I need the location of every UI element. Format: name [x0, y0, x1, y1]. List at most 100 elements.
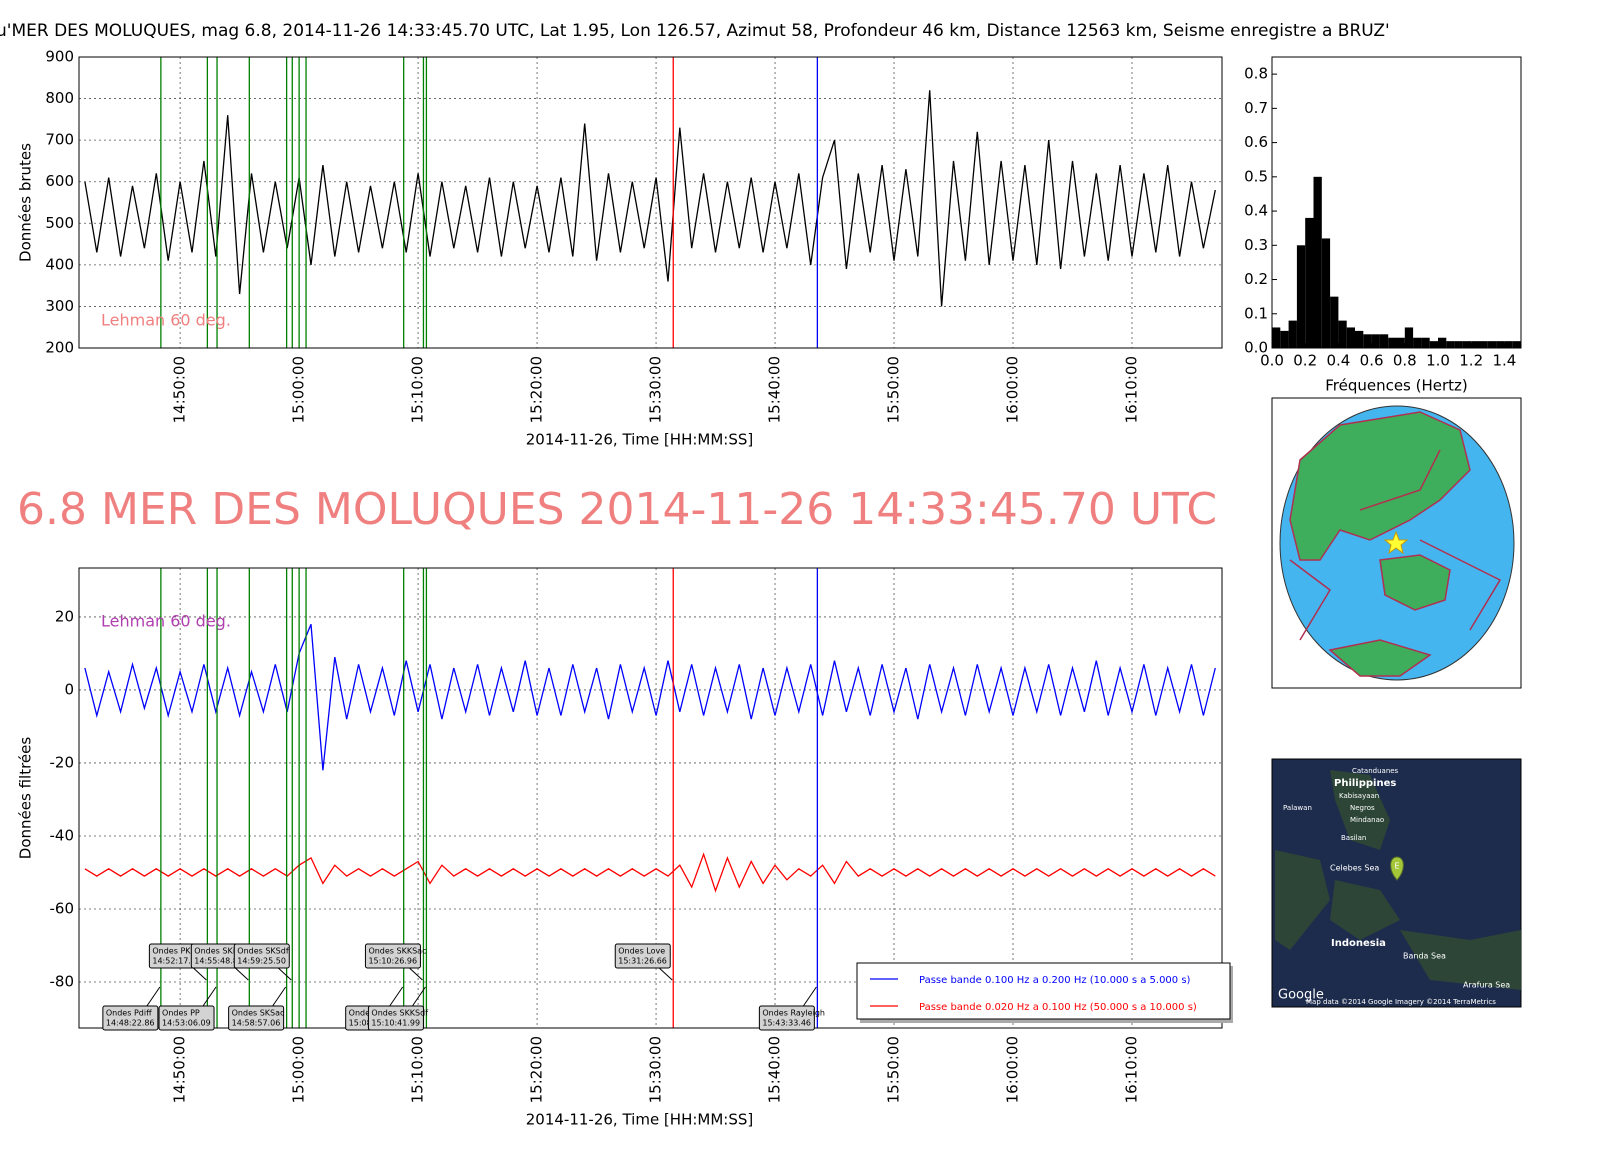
x-tick-label: 14:50:00 [171, 356, 189, 423]
map-marker-label: E [1394, 862, 1399, 871]
hist-bar [1429, 341, 1438, 348]
hist-bar [1379, 334, 1389, 348]
annotation: Lehman 60 deg. [101, 311, 231, 330]
y-tick-label: -60 [50, 899, 75, 917]
figure-title: u'MER DES MOLUQUES, mag 6.8, 2014-11-26 … [0, 21, 1390, 41]
hist-bar [1471, 341, 1480, 348]
label-box [367, 1005, 424, 1031]
arrow [277, 967, 292, 981]
hist-bar [1421, 337, 1430, 348]
x-tick-label: 16:10:00 [1122, 1036, 1140, 1103]
hist-bar [1330, 296, 1339, 348]
x-axis-label: 2014-11-26, Time [HH:MM:SS] [526, 431, 753, 449]
x-tick-label: 15:50:00 [885, 356, 903, 423]
phase-time: 15:10:26.96 [368, 957, 417, 966]
y-tick-label: 700 [45, 131, 74, 149]
plot-frame [78, 567, 1223, 1029]
x-tick-label: 15:10:00 [409, 356, 427, 423]
hist-bar [1371, 334, 1380, 348]
phase-time: 14:53:06.09 [162, 1019, 211, 1028]
y-tick-label: 0 [64, 680, 74, 698]
y-tick-label: 0.1 [1244, 304, 1268, 322]
hist-bar [1504, 341, 1513, 348]
y-tick-label: -80 [50, 973, 75, 991]
y-axis-label: Données filtrées [17, 737, 35, 860]
phase-time: 15:10:41.99 [371, 1019, 420, 1028]
y-tick-label: 0.4 [1244, 202, 1268, 220]
hist-bar [1396, 337, 1405, 348]
hist-bar [1363, 334, 1372, 348]
hist-bar [1305, 217, 1314, 348]
hist-bar [1438, 337, 1447, 348]
x-tick-label: 15:30:00 [647, 356, 665, 423]
legend-label: Passe bande 0.020 Hz a 0.100 Hz (50.000 … [919, 1002, 1197, 1013]
legend-label: Passe bande 0.100 Hz a 0.200 Hz (10.000 … [919, 975, 1191, 986]
y-tick-label: 0.8 [1244, 65, 1268, 83]
y-tick-label: 800 [45, 89, 74, 107]
map-label: Celebes Sea [1330, 864, 1379, 873]
x-tick-label: 16:10:00 [1122, 356, 1140, 423]
hist-bar [1272, 327, 1281, 348]
hist-bar [1413, 337, 1422, 348]
hist-bar [1404, 327, 1414, 348]
phase-time: 15:31:26.66 [618, 957, 667, 966]
arrow [658, 967, 673, 981]
x-tick-label: 15:40:00 [766, 356, 784, 423]
trace [84, 90, 1216, 307]
map-label: Arafura Sea [1463, 981, 1510, 990]
annotation: Lehman 60 deg. [101, 612, 231, 631]
map-label: Mindanao [1350, 816, 1384, 824]
phase-time: 14:55:48.86 [194, 957, 243, 966]
y-tick-label: 0.7 [1244, 99, 1268, 117]
x-tick-label: 16:00:00 [1003, 356, 1021, 423]
x-tick-label: 1.4 [1492, 352, 1516, 370]
y-tick-label: 0.3 [1244, 236, 1268, 254]
y-tick-label: 0.0 [1244, 339, 1268, 357]
hist-bar [1355, 330, 1364, 348]
phase-name: Ondes Love [618, 947, 665, 956]
arrow [272, 986, 287, 1007]
phase-time: 15:43:33.46 [762, 1019, 811, 1028]
y-tick-label: 500 [45, 214, 74, 232]
arrow [234, 967, 249, 981]
phase-name: Ondes SS [349, 1009, 387, 1018]
arrow [146, 986, 161, 1007]
label-box [158, 1005, 215, 1031]
x-axis-label: Fréquences (Hertz) [1325, 377, 1468, 395]
phase-name: Ondes SKKSdf [371, 1009, 428, 1018]
map-label: Philippines [1334, 778, 1396, 789]
trace [84, 623, 1216, 771]
phase-name: Ondes SKSac [232, 1009, 285, 1018]
map-label: Palawan [1283, 804, 1312, 812]
x-tick-label: 15:50:00 [885, 1036, 903, 1103]
x-tick-label: 15:00:00 [290, 356, 308, 423]
map-label: Map data ©2014 Google Imagery ©2014 Terr… [1306, 998, 1496, 1006]
arrow [412, 986, 426, 1007]
y-tick-label: 0.6 [1244, 133, 1268, 151]
label-box [614, 943, 671, 969]
x-tick-label: 0.6 [1360, 352, 1384, 370]
x-tick-label: 14:50:00 [171, 1036, 189, 1103]
x-tick-label: 0.8 [1393, 352, 1417, 370]
y-tick-label: 600 [45, 172, 74, 190]
hist-bar [1313, 176, 1322, 348]
plot-frame [1271, 56, 1522, 349]
phase-time: 14:52:17.36 [152, 957, 201, 966]
phase-name: Ondes Rayleigh [762, 1009, 825, 1018]
hist-bar [1487, 341, 1497, 348]
x-tick-label: 15:00:00 [290, 1036, 308, 1103]
legend: Passe bande 0.100 Hz a 0.200 Hz (10.000 … [856, 962, 1233, 1023]
phase-time: 14:59:25.50 [237, 957, 286, 966]
x-tick-label: 0.4 [1326, 352, 1350, 370]
y-tick-label: 0.5 [1244, 167, 1268, 185]
y-tick-label: 20 [55, 607, 74, 625]
arrow [193, 967, 207, 981]
hist-bar [1346, 327, 1355, 348]
y-tick-label: 900 [45, 48, 74, 66]
x-tick-label: 15:20:00 [528, 356, 546, 423]
